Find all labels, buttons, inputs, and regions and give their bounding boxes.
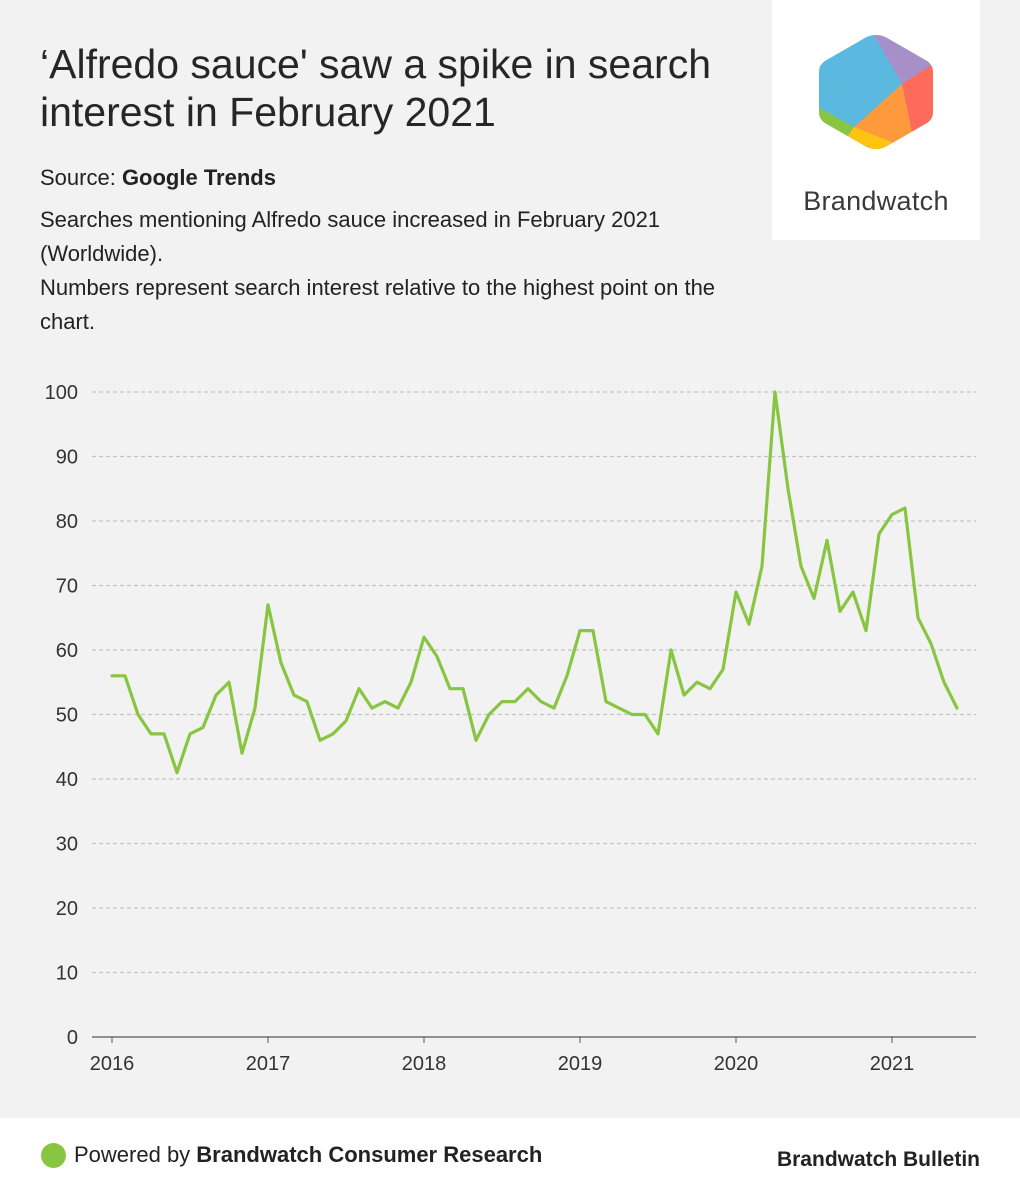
source-line: Source: Google Trends — [40, 165, 276, 191]
y-tick-label: 10 — [56, 963, 78, 985]
x-tick-label: 2021 — [870, 1053, 915, 1075]
x-tick-label: 2016 — [90, 1053, 135, 1075]
source-name: Google Trends — [121, 165, 276, 190]
description-line-2: Numbers represent search interest relati… — [40, 275, 716, 334]
y-tick-label: 90 — [56, 447, 78, 469]
y-tick-label: 40 — [56, 769, 78, 791]
y-tick-label: 30 — [56, 834, 78, 856]
gridlines — [92, 391, 976, 974]
chart-description: Searches mentioning Alfredo sauce increa… — [40, 203, 760, 339]
x-tick-label: 2019 — [558, 1053, 603, 1075]
axes: 0 10 20 30 40 50 60 70 80 90 100 2016 2017 2018 2019 20… — [45, 382, 976, 1075]
powered-by: Powered by Brandwatch Consumer Research — [74, 1142, 542, 1168]
brandwatch-hexagon-logo-icon — [819, 35, 933, 149]
footer: Powered by Brandwatch Consumer Research … — [0, 1118, 1020, 1200]
x-tick-label: 2017 — [246, 1053, 291, 1075]
brandwatch-bulletin-label: Brandwatch Bulletin — [776, 1148, 980, 1171]
chart-title: ‘Alfredo sauce' saw a spike in search in… — [40, 41, 711, 135]
y-tick-label: 50 — [56, 705, 78, 727]
series-layer — [110, 390, 959, 775]
y-tick-label: 100 — [45, 382, 78, 404]
x-tick-label: 2018 — [402, 1053, 447, 1075]
y-tick-label: 20 — [56, 898, 78, 920]
brandwatch-logo: Brandwatch — [772, 0, 980, 240]
y-tick-label: 60 — [56, 640, 78, 662]
y-tick-label: 0 — [67, 1027, 78, 1049]
series-line — [110, 390, 959, 775]
source-prefix: Source: — [40, 165, 122, 190]
powered-prefix: Powered by — [74, 1142, 197, 1167]
line-chart: 0 10 20 30 40 50 60 70 80 90 100 2016 2017 2018 2019 20… — [45, 382, 976, 1075]
x-tick-label: 2020 — [714, 1053, 759, 1075]
y-tick-label: 80 — [56, 511, 78, 533]
y-tick-label: 70 — [56, 576, 78, 598]
description-line-1: Searches mentioning Alfredo sauce increa… — [40, 207, 661, 266]
brandwatch-logo-text: Brandwatch — [803, 186, 949, 216]
powered-name: Brandwatch Consumer Research — [196, 1142, 543, 1167]
green-dot-icon — [41, 1143, 66, 1168]
